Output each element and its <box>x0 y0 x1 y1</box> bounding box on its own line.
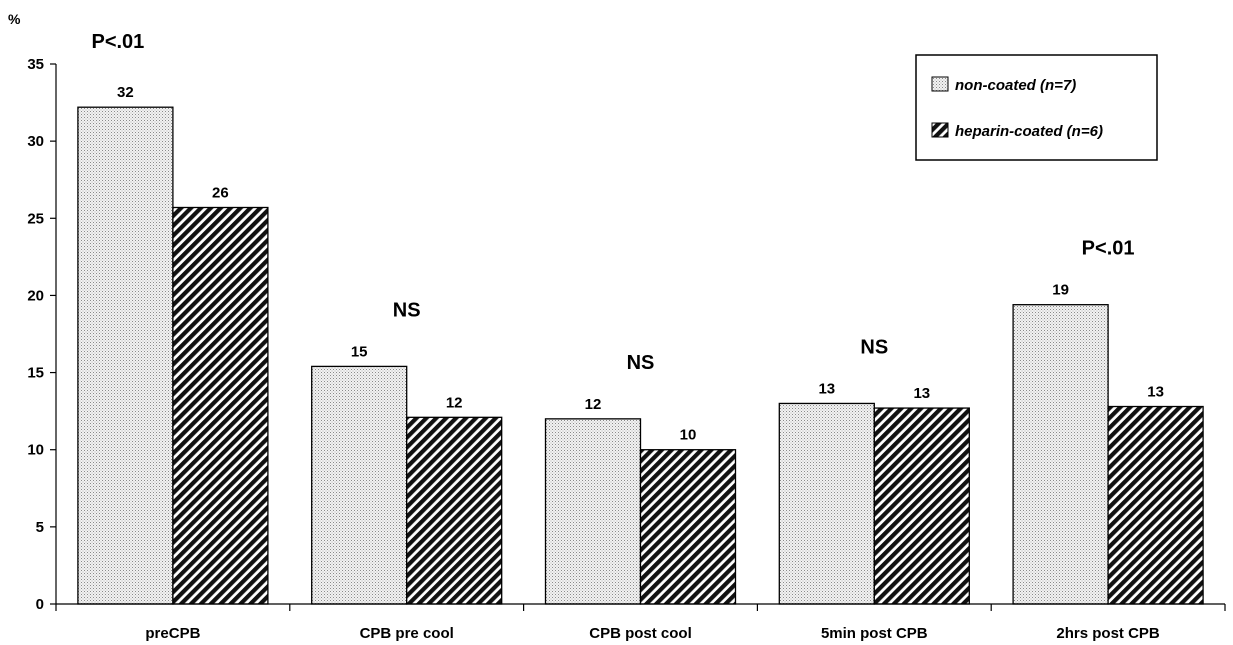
bar-heparin-coated <box>1107 405 1204 605</box>
bar-non-coated <box>778 402 875 605</box>
y-tick-label: 0 <box>36 596 44 613</box>
bar-value-label: 12 <box>446 394 463 411</box>
bar-value-label: 15 <box>351 343 368 360</box>
x-category-label: preCPB <box>145 625 200 642</box>
bar-non-coated <box>77 106 174 605</box>
y-tick-label: 25 <box>27 210 44 227</box>
significance-label: NS <box>393 299 421 321</box>
legend-label-heparin-coated: heparin-coated (n=6) <box>955 123 1103 140</box>
value-labels-group: 32 26 15 12 12 10 13 13 19 13 <box>117 84 1164 444</box>
bars-group <box>77 106 1204 605</box>
significance-annotations: P<.01 NS NS NS P<.01 <box>91 31 1134 374</box>
legend: non-coated (n=7) heparin-coated (n=6) <box>915 54 1158 161</box>
significance-label: P<.01 <box>91 31 144 53</box>
bar-value-label: 13 <box>913 385 930 402</box>
bar-heparin-coated <box>873 407 970 605</box>
x-category-label: 5min post CPB <box>821 625 928 642</box>
legend-label-non-coated: non-coated (n=7) <box>955 77 1076 94</box>
legend-box <box>915 54 1158 161</box>
legend-swatch-non-coated <box>931 76 949 92</box>
bar-value-label: 19 <box>1052 282 1069 299</box>
y-tick-label: 10 <box>27 442 44 459</box>
bar-non-coated <box>311 365 408 605</box>
bar-value-label: 10 <box>680 427 697 444</box>
bar-non-coated <box>1012 304 1109 605</box>
y-axis-unit-label: % <box>8 11 21 27</box>
x-category-label: CPB pre cool <box>360 625 454 642</box>
bar-value-label: 13 <box>818 380 835 397</box>
bar-value-label: 12 <box>585 396 602 413</box>
bar-value-label: 13 <box>1147 384 1164 401</box>
y-tick-label: 15 <box>27 365 44 382</box>
significance-label: NS <box>860 336 888 358</box>
y-axis: 0 5 10 15 20 25 30 35 <box>27 56 57 613</box>
bar-value-label: 32 <box>117 84 134 101</box>
x-category-label: CPB post cool <box>589 625 692 642</box>
bar-value-label: 26 <box>212 184 229 201</box>
y-tick-label: 30 <box>27 133 44 150</box>
x-category-label: 2hrs post CPB <box>1056 625 1160 642</box>
y-tick-label: 5 <box>36 519 44 536</box>
x-axis: preCPB CPB pre cool CPB post cool 5min post… <box>55 603 1226 642</box>
significance-label: P<.01 <box>1082 238 1135 260</box>
y-tick-label: 20 <box>27 287 44 304</box>
bar-heparin-coated <box>172 206 269 605</box>
bar-non-coated <box>544 418 642 605</box>
legend-swatch-heparin-coated <box>931 122 949 138</box>
bar-heparin-coated <box>639 449 737 605</box>
significance-label: NS <box>627 352 655 374</box>
y-tick-label: 35 <box>27 56 44 73</box>
bar-heparin-coated <box>406 416 503 605</box>
